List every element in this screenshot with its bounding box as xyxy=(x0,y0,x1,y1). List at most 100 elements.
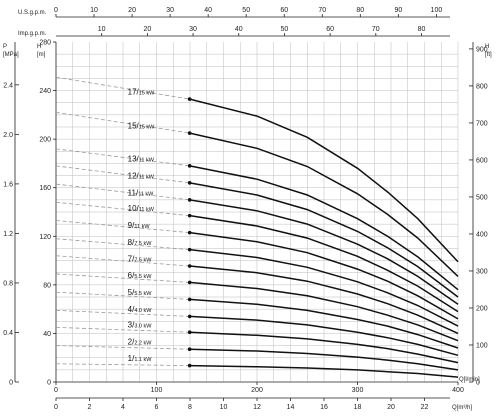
head-m-tick-label: 200 xyxy=(39,137,51,144)
curve-line-15 xyxy=(189,132,459,277)
pressure-tick-label: 0 xyxy=(9,380,13,387)
pressure-tick-label: 0.4 xyxy=(3,330,13,337)
pump-curve-15: 15/15 kW xyxy=(55,112,459,277)
m3h-tick-label: 10 xyxy=(220,404,228,411)
impgpm-tick-label: 70 xyxy=(372,26,380,33)
curve-line-10 xyxy=(189,214,459,313)
curve-start-marker-9 xyxy=(187,230,192,235)
pressure-tick-label: 2.0 xyxy=(3,132,13,139)
curve-line-13 xyxy=(189,165,459,291)
m3h-tick-label: 18 xyxy=(354,404,362,411)
curve-start-marker-6 xyxy=(187,280,192,285)
pressure-tick-label: 2.4 xyxy=(3,82,13,89)
curve-start-marker-15 xyxy=(187,131,192,135)
usgpm-tick-label: 70 xyxy=(318,7,326,14)
pump-curve-12: 12/11 kW xyxy=(55,165,459,298)
curve-extension-5 xyxy=(55,291,190,300)
curve-start-marker-2 xyxy=(187,347,192,352)
curve-label-15: 15/15 kW xyxy=(128,122,156,131)
usgpm-tick-label: 10 xyxy=(90,7,98,14)
curve-line-4 xyxy=(189,315,459,357)
m3h-tick-label: 2 xyxy=(88,404,92,411)
m3h-tick-label: 16 xyxy=(320,404,328,411)
lmin-axis-label: Q[l/min] xyxy=(459,377,480,383)
usgpm-tick-label: 90 xyxy=(394,7,402,14)
pump-curve-9: 9/11 kW xyxy=(55,220,459,320)
lmin-tick-label: 100 xyxy=(151,387,163,394)
head-m-tick-label: 160 xyxy=(39,185,51,192)
curve-label-17: 17/15 kW xyxy=(128,88,156,97)
pressure-axis-label: P xyxy=(3,44,7,50)
usgpm-tick-label: 50 xyxy=(242,7,250,14)
curve-start-marker-12 xyxy=(187,181,192,185)
m3h-tick-label: 0 xyxy=(54,404,58,411)
pump-curve-1: 1/1.1 kW xyxy=(55,354,459,378)
curve-label-4: 4/4.0 kW xyxy=(128,305,153,314)
usgpm-tick-label: 40 xyxy=(204,7,212,14)
curve-extension-7 xyxy=(55,255,190,267)
head-ft-tick-label: 700 xyxy=(476,120,488,127)
curve-line-11 xyxy=(189,199,459,305)
usgpm-tick-label: 30 xyxy=(166,7,174,14)
curve-line-2 xyxy=(189,348,459,371)
pump-curve-13: 13/11 kW xyxy=(55,148,459,291)
pump-curve-4: 4/4.0 kW xyxy=(55,305,459,357)
curve-extension-1 xyxy=(55,363,190,367)
lmin-tick-label: 400 xyxy=(452,387,464,394)
curve-start-marker-7 xyxy=(187,264,192,268)
curve-extension-11 xyxy=(55,183,190,201)
usgpm-tick-label: 20 xyxy=(128,7,136,14)
curve-start-marker-13 xyxy=(187,164,192,168)
head-ft-tick-label: 400 xyxy=(476,231,488,238)
usgpm-tick-label: 60 xyxy=(280,7,288,14)
pump-curves: 1/1.1 kW 2/2.2 kW 3/3.0 kW 4/4.0 kW 5/5.5 kW… xyxy=(55,76,459,378)
curve-extension-15 xyxy=(55,112,190,134)
head-ft-tick-label: 100 xyxy=(476,342,488,349)
curve-line-17 xyxy=(189,98,459,263)
head-m-axis-label: H xyxy=(37,44,41,50)
curve-extension-13 xyxy=(55,148,190,167)
axis-labels: U.S.g.p.m. Imp.g.p.m. P [MPa] H [m] H [f… xyxy=(3,10,492,411)
head-ft-axis-label: H xyxy=(485,44,489,50)
curve-label-3: 3/3.0 kW xyxy=(128,321,153,330)
curve-start-marker-10 xyxy=(187,213,192,218)
curve-extension-10 xyxy=(55,201,190,217)
curve-label-10: 10/11 kW xyxy=(128,204,155,213)
head-ft-tick-label: 300 xyxy=(476,268,488,275)
curve-line-8 xyxy=(189,248,459,327)
curve-line-9 xyxy=(189,231,459,320)
pump-curve-2: 2/2.2 kW xyxy=(55,338,459,371)
impgpm-tick-label: 50 xyxy=(281,26,289,33)
head-m-tick-label: 0 xyxy=(47,380,51,387)
impgpm-tick-label: 80 xyxy=(418,26,426,33)
pressure-tick-label: 0.8 xyxy=(3,280,13,287)
curve-extension-17 xyxy=(55,76,190,100)
curve-extension-2 xyxy=(55,345,190,350)
impgpm-tick-label: 40 xyxy=(235,26,243,33)
m3h-tick-label: 20 xyxy=(387,404,395,411)
head-ft-tick-label: 200 xyxy=(476,305,488,312)
m3h-tick-label: 4 xyxy=(121,404,125,411)
curve-start-marker-1 xyxy=(187,363,192,368)
curve-label-12: 12/11 kW xyxy=(128,171,155,180)
curve-start-marker-11 xyxy=(187,198,192,202)
curve-start-marker-4 xyxy=(187,314,192,319)
impgpm-tick-label: 60 xyxy=(326,26,334,33)
curve-start-marker-8 xyxy=(187,247,192,252)
impgpm-tick-label: 10 xyxy=(98,26,106,33)
curve-label-13: 13/11 kW xyxy=(128,154,155,163)
pump-curve-11: 11/11 kW xyxy=(55,183,459,305)
impgpm-tick-label: 20 xyxy=(143,26,151,33)
m3h-tick-label: 6 xyxy=(155,404,159,411)
curve-label-8: 8/7.5 kW xyxy=(128,238,153,247)
curve-start-marker-5 xyxy=(187,297,192,302)
curve-line-12 xyxy=(189,182,459,298)
head-m-tick-label: 80 xyxy=(43,282,51,289)
pressure-axis-unit: [MPa] xyxy=(3,52,19,58)
head-ft-tick-label: 900 xyxy=(476,46,488,53)
curve-label-2: 2/2.2 kW xyxy=(128,338,153,347)
curve-extension-9 xyxy=(55,220,190,234)
curve-extension-12 xyxy=(55,165,190,184)
usgpm-axis-label: U.S.g.p.m. xyxy=(18,10,47,16)
